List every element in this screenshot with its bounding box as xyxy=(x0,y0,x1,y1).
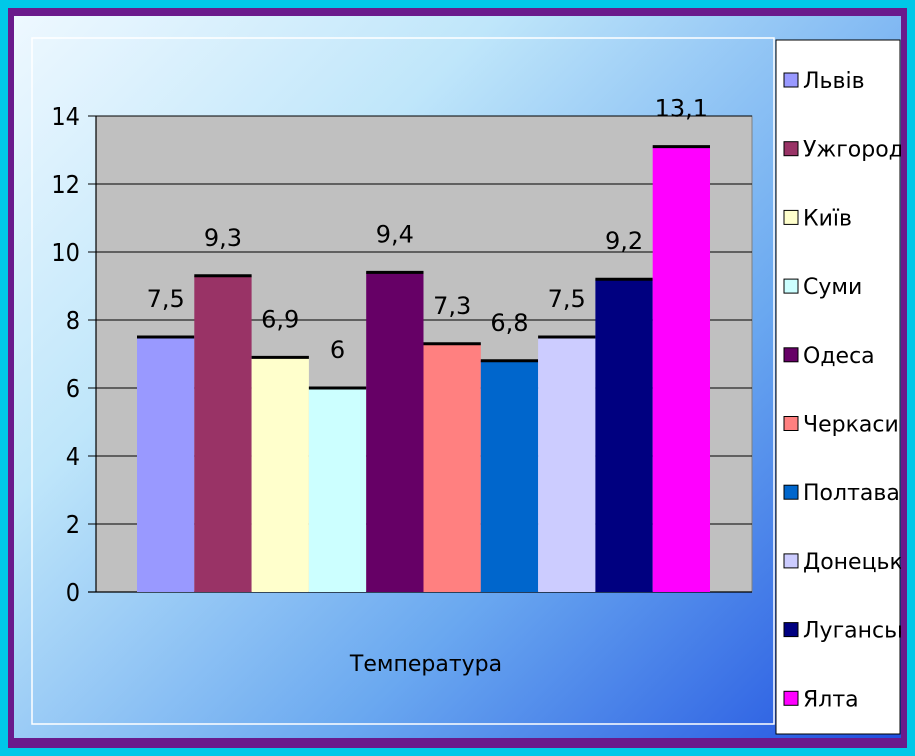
y-tick-label: 2 xyxy=(66,510,80,539)
y-tick-label: 4 xyxy=(66,442,80,471)
data-label: 9,4 xyxy=(376,220,414,248)
legend-swatch xyxy=(783,553,799,569)
bar-chart: 0 2 4 6 8 10 12 14 7,5 9,3 6,9 6 9,4 7,3 6,8 7,5 9,2 13,1… xyxy=(31,37,901,735)
data-label: 6,8 xyxy=(490,309,528,337)
legend-swatch xyxy=(783,622,799,638)
bar xyxy=(308,388,367,592)
data-label: 7,5 xyxy=(548,285,586,313)
x-axis-title: Температура xyxy=(349,652,502,677)
legend-swatch xyxy=(783,347,799,363)
bar xyxy=(251,357,309,592)
legend-swatch xyxy=(783,484,799,500)
legend-swatch xyxy=(783,209,799,225)
bar xyxy=(194,275,252,592)
data-label: 9,2 xyxy=(605,227,643,255)
bar xyxy=(480,360,539,592)
data-label: 6,9 xyxy=(261,305,299,333)
legend-swatch xyxy=(783,690,799,706)
legend-label: Ялта xyxy=(803,687,859,712)
bar xyxy=(137,337,195,592)
data-label: 7,5 xyxy=(147,285,185,313)
bar xyxy=(423,343,481,592)
bar xyxy=(538,337,596,592)
legend-box xyxy=(775,39,901,735)
bar xyxy=(595,279,653,592)
legend-label: Ужгород xyxy=(803,138,901,163)
legend-label: Полтава xyxy=(803,481,900,506)
chart-border xyxy=(31,37,775,725)
legend-label: Черкаси xyxy=(803,413,899,438)
legend-label: Луганськ xyxy=(803,619,901,644)
legend-swatch xyxy=(783,72,799,88)
legend-swatch xyxy=(783,141,799,157)
y-tick-label: 12 xyxy=(51,170,80,199)
legend-label: Донецьк xyxy=(803,550,901,575)
y-tick-label: 10 xyxy=(51,238,80,267)
data-label: 7,3 xyxy=(433,292,471,320)
legend-swatch xyxy=(783,416,799,431)
legend-swatch xyxy=(783,278,799,294)
y-tick-label: 14 xyxy=(51,102,80,131)
y-tick-label: 6 xyxy=(66,374,80,403)
y-tick-label: 0 xyxy=(66,578,80,607)
y-tick-label: 8 xyxy=(66,306,80,335)
legend-label: Київ xyxy=(803,206,852,231)
bar xyxy=(366,272,424,592)
data-label: 9,3 xyxy=(204,224,242,252)
legend-label: Львів xyxy=(803,69,865,94)
bar xyxy=(652,146,710,592)
legend-label: Суми xyxy=(803,275,862,300)
legend-label: Одеса xyxy=(803,344,875,369)
chart-area: 0 2 4 6 8 10 12 14 7,5 9,3 6,9 6 9,4 7,3 6,8 7,5 9,2 13,1… xyxy=(14,16,901,738)
data-label: 13,1 xyxy=(655,95,708,123)
data-label: 6 xyxy=(330,336,345,364)
